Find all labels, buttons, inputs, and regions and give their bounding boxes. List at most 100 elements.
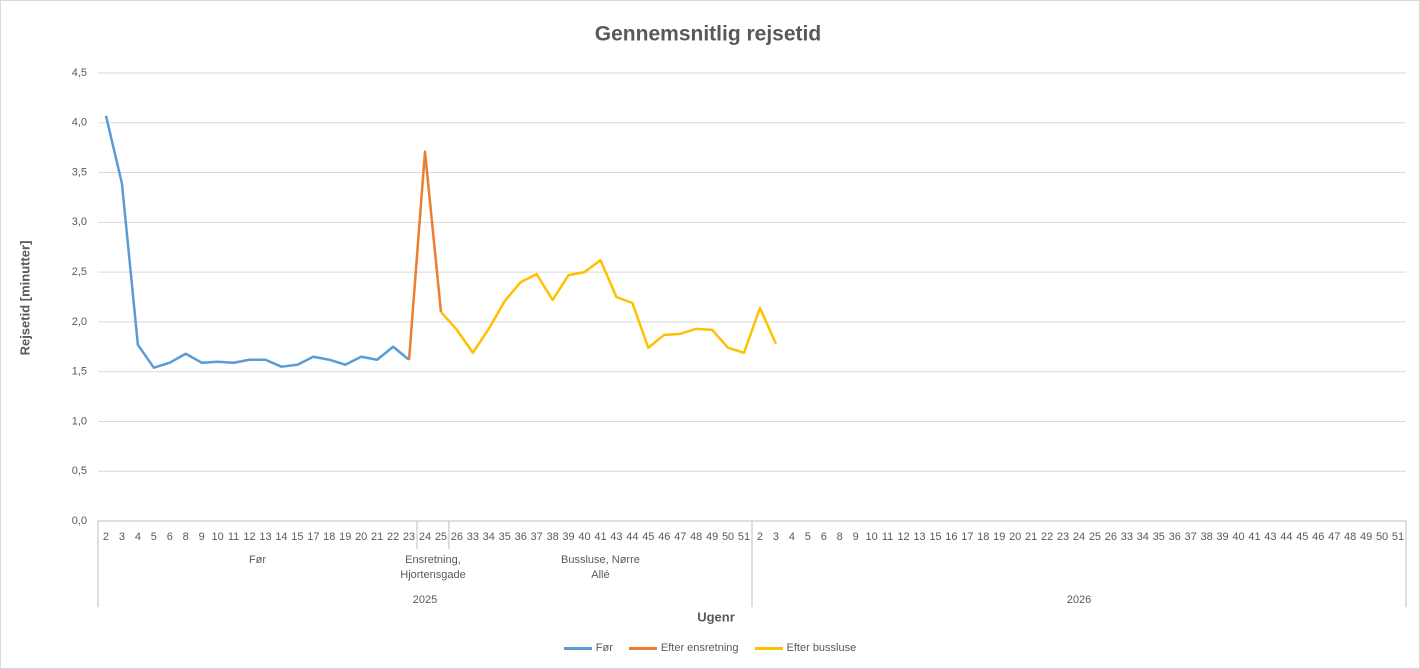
x-tick-label: 50 [1376,531,1388,543]
x-tick-label: 18 [977,531,989,543]
x-tick-label: 12 [243,531,255,543]
x-tick-label: 33 [467,531,479,543]
x-tick-label: 9 [199,531,205,543]
y-tick-label: 3,5 [72,166,87,178]
x-tick-label: 3 [119,531,125,543]
x-tick-label: 40 [578,531,590,543]
x-tick-label: 34 [483,531,495,543]
legend-swatch [628,646,657,650]
x-tick-label: 37 [1185,531,1197,543]
x-tick-label: 49 [706,531,718,543]
x-tick-label: 49 [1360,531,1372,543]
x-tick-label: 23 [1057,531,1069,543]
x-tick-label: 47 [674,531,686,543]
x-tick-label: 2 [103,531,109,543]
series-line [104,115,410,369]
group-label: Bussluse, Nørre Allé [561,554,640,581]
legend-item: Efter ensretning [628,642,739,654]
x-tick-label: 47 [1328,531,1340,543]
x-tick-label: 8 [183,531,189,543]
x-tick-label: 48 [1344,531,1356,543]
x-tick-label: 3 [773,531,779,543]
year-label: 2025 [413,594,437,606]
y-axis-title: Rejsetid [minutter] [17,241,32,356]
x-axis-title: Ugenr [697,609,735,624]
x-tick-label: 19 [339,531,351,543]
x-tick-label: 20 [1009,531,1021,543]
x-tick-label: 10 [866,531,878,543]
x-tick-label: 41 [594,531,606,543]
y-tick-label: 2,0 [72,316,87,328]
legend-swatch [563,646,592,650]
x-tick-label: 12 [897,531,909,543]
x-tick-label: 10 [212,531,224,543]
x-tick-label: 45 [642,531,654,543]
x-tick-label: 21 [371,531,383,543]
y-tick-label: 3,0 [72,216,87,228]
legend: Før Efter ensretning Efter bussluse [1,642,1419,654]
x-tick-label: 21 [1025,531,1037,543]
x-tick-label: 41 [1248,531,1260,543]
y-tick-label: 0,5 [72,465,87,477]
x-tick-label: 50 [722,531,734,543]
x-tick-label: 39 [562,531,574,543]
x-tick-label: 19 [993,531,1005,543]
x-tick-label: 38 [1200,531,1212,543]
y-tick-label: 4,0 [72,117,87,129]
legend-label: Før [595,642,613,654]
x-tick-label: 2 [757,531,763,543]
x-tick-label: 24 [1073,531,1085,543]
legend-item: Før [563,642,613,654]
x-tick-label: 38 [546,531,558,543]
x-tick-label: 44 [626,531,638,543]
x-tick-label: 9 [853,531,859,543]
x-tick-label: 34 [1137,531,1149,543]
x-tick-label: 46 [1312,531,1324,543]
x-tick-label: 17 [307,531,319,543]
y-tick-label: 2,5 [72,266,87,278]
chart-title: Gennemsnitlig rejsetid [595,23,821,46]
x-tick-label: 45 [1296,531,1308,543]
x-tick-label: 15 [291,531,303,543]
group-label: Ensretning, Hjortensgade [400,554,466,581]
legend-item: Efter bussluse [754,642,857,654]
x-tick-label: 16 [945,531,957,543]
y-tick-label: 0,0 [72,515,87,527]
group-label: Før [248,554,267,566]
x-tick-label: 25 [435,531,447,543]
x-tick-label: 18 [323,531,335,543]
x-tick-label: 11 [882,531,893,543]
x-tick-label: 51 [1392,531,1404,543]
x-tick-label: 51 [738,531,750,543]
y-tick-label: 4,5 [72,67,87,79]
x-tick-label: 4 [135,531,141,543]
x-tick-label: 6 [167,531,173,543]
x-tick-label: 44 [1280,531,1292,543]
x-tick-label: 26 [1105,531,1117,543]
x-tick-label: 25 [1089,531,1101,543]
x-tick-label: 36 [1169,531,1181,543]
legend-label: Efter ensretning [660,642,739,654]
y-tick-label: 1,0 [72,415,87,427]
x-tick-label: 13 [259,531,271,543]
x-tick-label: 22 [387,531,399,543]
y-tick-label: 1,5 [72,366,87,378]
x-tick-label: 48 [690,531,702,543]
x-tick-label: 23 [403,531,415,543]
x-tick-label: 39 [1216,531,1228,543]
legend-label: Efter bussluse [786,642,857,654]
x-tick-label: 24 [419,531,431,543]
x-tick-label: 14 [275,531,287,543]
x-tick-label: 40 [1232,531,1244,543]
x-tick-label: 43 [610,531,622,543]
x-tick-label: 36 [515,531,527,543]
year-label: 2026 [1067,594,1091,606]
series-line [407,150,443,360]
x-tick-label: 6 [821,531,827,543]
x-tick-label: 13 [913,531,925,543]
x-tick-label: 20 [355,531,367,543]
x-tick-label: 8 [837,531,843,543]
x-tick-label: 11 [228,531,239,543]
